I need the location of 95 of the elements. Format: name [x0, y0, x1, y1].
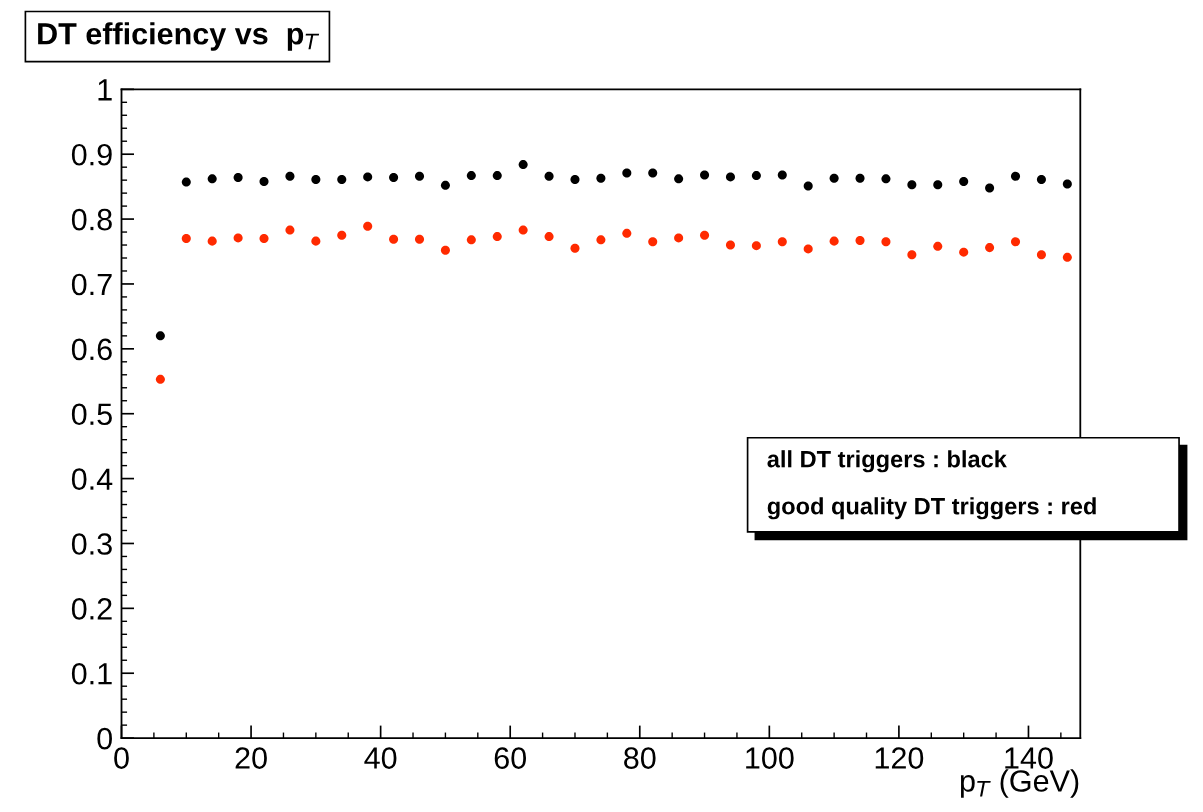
point: [466, 235, 476, 245]
point: [414, 171, 425, 181]
point: [777, 170, 787, 180]
point: [1011, 171, 1021, 181]
point: [1062, 252, 1072, 262]
point: [414, 234, 425, 244]
point: [725, 240, 735, 250]
point: [518, 225, 528, 235]
point: [985, 243, 995, 253]
x-tick-label: 0: [114, 747, 129, 769]
point: [181, 234, 191, 244]
y-tick-label: 0.3: [71, 533, 112, 555]
point: [337, 174, 347, 185]
annotation: good quality DT triggers : red: [767, 497, 1096, 520]
point: [181, 177, 191, 187]
point: [233, 173, 243, 183]
point: [907, 180, 917, 190]
point: [363, 221, 373, 231]
annotation: all DT triggers : black: [767, 450, 1007, 473]
point: [959, 247, 969, 257]
y-tick-label: 0.9: [71, 143, 112, 166]
point: [233, 233, 243, 243]
point: [155, 374, 165, 384]
x-tick-label: 20: [235, 747, 267, 769]
y-tick-label: 0.1: [71, 662, 112, 685]
y-tick-label: 0.4: [71, 468, 113, 490]
point: [907, 250, 917, 260]
point: [751, 241, 761, 251]
point: [389, 234, 399, 244]
point: [1036, 174, 1046, 185]
point: [985, 183, 995, 193]
point: [933, 180, 943, 190]
y-tick-label: 0: [97, 727, 112, 750]
y-tick-label: 0.5: [71, 403, 112, 426]
point: [881, 174, 891, 184]
point: [570, 174, 580, 185]
point: [466, 171, 476, 181]
point: [570, 243, 580, 253]
point: [596, 173, 606, 183]
point: [648, 168, 658, 178]
point: [725, 172, 735, 182]
point: [596, 235, 606, 245]
point: [285, 171, 295, 181]
y-tick-label: 0.6: [71, 338, 112, 361]
point: [700, 230, 710, 240]
point: [518, 160, 528, 170]
point: [207, 236, 217, 246]
x-tick-label: 60: [494, 747, 526, 769]
point: [389, 173, 399, 183]
x-tick-label: 140: [1005, 747, 1053, 769]
point: [829, 236, 839, 246]
point: [933, 241, 943, 251]
point: [337, 230, 347, 240]
point: [259, 234, 269, 244]
point: [440, 180, 450, 190]
point: [1036, 250, 1046, 260]
x-axis-title: p$_{T}$ (GeV): [960, 769, 1079, 798]
x-tick-label: 40: [364, 747, 397, 769]
point: [674, 233, 684, 243]
point: [492, 232, 502, 242]
point: [622, 168, 632, 178]
y-tick-label: 0.7: [71, 273, 112, 296]
point: [777, 237, 787, 247]
y-tick-label: 0.2: [71, 598, 112, 620]
point: [855, 235, 865, 245]
point: [259, 176, 269, 186]
point: [881, 237, 891, 247]
point: [155, 331, 165, 341]
point: [803, 181, 813, 191]
point: [674, 174, 684, 184]
point: [648, 237, 658, 247]
point: [285, 225, 295, 235]
point: [829, 173, 839, 183]
point: [855, 173, 865, 183]
y-tick-label: 0.8: [71, 208, 112, 231]
x-tick-label: 80: [624, 747, 656, 769]
point: [311, 174, 321, 185]
point: [363, 172, 373, 182]
x-tick-label: 100: [746, 747, 794, 769]
point: [700, 170, 710, 180]
point: [1062, 179, 1072, 189]
point: [440, 245, 450, 255]
point: [803, 244, 813, 254]
point: [544, 232, 554, 242]
point: [544, 171, 554, 181]
chart-title: DT efficiency vs p$_{T}$: [38, 22, 320, 51]
point: [311, 236, 321, 246]
y-tick-label: 1: [98, 79, 112, 101]
point: [959, 176, 969, 186]
point: [207, 174, 217, 184]
point: [492, 171, 502, 181]
point: [622, 228, 632, 238]
x-tick-label: 120: [875, 747, 924, 769]
point: [1011, 237, 1021, 247]
point: [751, 171, 761, 181]
